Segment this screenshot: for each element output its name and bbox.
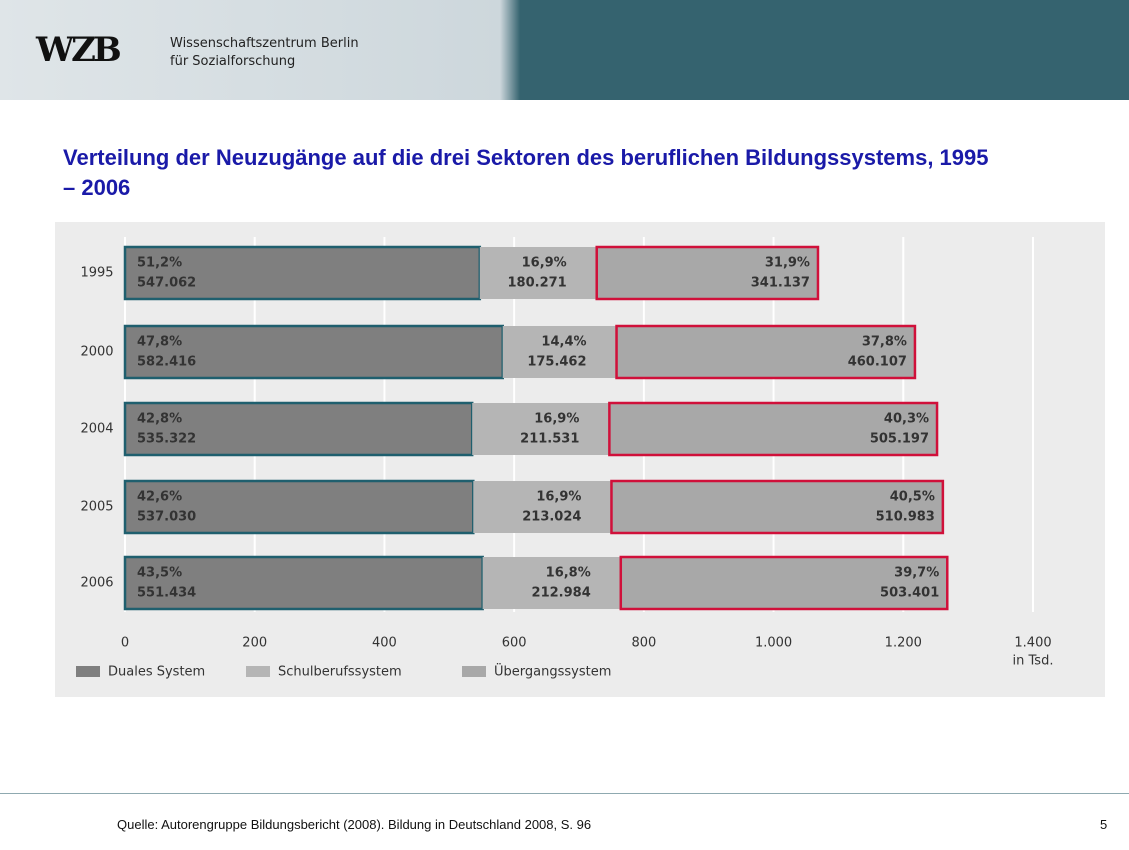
bar-segment — [123, 245, 482, 301]
header-band: WZB Wissenschaftszentrum Berlin für Sozia… — [0, 0, 1129, 100]
share-label: 47,8% — [137, 335, 182, 350]
bar-segment — [610, 479, 945, 535]
value-label: 212.984 — [532, 586, 591, 601]
page-number: 5 — [1100, 817, 1108, 832]
footer-rule — [0, 793, 1129, 794]
bar-segment — [123, 324, 504, 380]
bar-segment — [123, 401, 474, 457]
value-label: 213.024 — [522, 510, 581, 525]
y-tick-label: 2005 — [80, 500, 113, 515]
value-label: 341.137 — [751, 276, 810, 291]
value-label: 460.107 — [848, 355, 907, 370]
x-tick-label: 800 — [631, 636, 656, 651]
x-tick-label: 600 — [502, 636, 527, 651]
value-label: 503.401 — [880, 586, 939, 601]
bar-segment — [502, 326, 617, 378]
share-label: 51,2% — [137, 256, 182, 271]
legend-label: Schulberufssystem — [278, 665, 402, 680]
share-label: 16,9% — [522, 256, 567, 271]
logo: WZB — [36, 30, 122, 70]
legend-swatch — [76, 666, 100, 677]
value-label: 547.062 — [137, 276, 196, 291]
share-label: 16,8% — [546, 566, 591, 581]
bar-segment — [479, 247, 597, 299]
value-label: 505.197 — [870, 432, 929, 447]
share-label: 31,9% — [765, 256, 810, 271]
share-label: 40,5% — [890, 490, 935, 505]
legend-swatch — [246, 666, 270, 677]
value-label: 175.462 — [527, 355, 586, 370]
legend-label: Übergangssystem — [494, 663, 611, 680]
share-label: 37,8% — [862, 335, 907, 350]
value-label: 582.416 — [137, 355, 196, 370]
legend-label: Duales System — [108, 665, 205, 680]
share-label: 16,9% — [534, 412, 579, 427]
x-tick-label: 400 — [372, 636, 397, 651]
chart-panel — [55, 222, 1105, 697]
value-label: 551.434 — [137, 586, 196, 601]
x-unit-label: in Tsd. — [1013, 654, 1054, 669]
bar-segment — [472, 403, 610, 455]
share-label: 42,8% — [137, 412, 182, 427]
share-label: 39,7% — [894, 566, 939, 581]
bar-segment — [619, 555, 949, 611]
share-label: 16,9% — [536, 490, 581, 505]
y-tick-label: 1995 — [80, 266, 113, 281]
share-label: 40,3% — [884, 412, 929, 427]
value-label: 537.030 — [137, 510, 196, 525]
value-label: 180.271 — [508, 276, 567, 291]
share-label: 43,5% — [137, 566, 182, 581]
x-tick-label: 1.400 — [1014, 636, 1051, 651]
value-label: 510.983 — [876, 510, 935, 525]
org-line: für Sozialforschung — [170, 54, 296, 69]
y-tick-label: 2000 — [80, 345, 113, 360]
x-tick-label: 1.000 — [755, 636, 792, 651]
bar-segment — [123, 555, 484, 611]
x-tick-label: 1.200 — [885, 636, 922, 651]
chart-title: Verteilung der Neuzugänge auf die drei S… — [63, 145, 989, 200]
share-label: 42,6% — [137, 490, 182, 505]
y-tick-label: 2006 — [80, 576, 113, 591]
x-tick-label: 0 — [121, 636, 129, 651]
bar-segment — [482, 557, 621, 609]
value-label: 211.531 — [520, 432, 579, 447]
bar-segment — [608, 401, 939, 457]
x-tick-label: 200 — [242, 636, 267, 651]
organization: Wissenschaftszentrum Berlin für Sozialfor… — [170, 35, 359, 71]
y-tick-label: 2004 — [80, 422, 113, 437]
bar-segment — [595, 245, 820, 301]
source: Quelle: Autorengruppe Bildungsbericht (2… — [117, 817, 592, 832]
bar-segment — [473, 481, 612, 533]
value-label: 535.322 — [137, 432, 196, 447]
bar-segment — [615, 324, 917, 380]
org-line: Wissenschaftszentrum Berlin — [170, 36, 359, 51]
share-label: 14,4% — [541, 335, 586, 350]
legend-swatch — [462, 666, 486, 677]
